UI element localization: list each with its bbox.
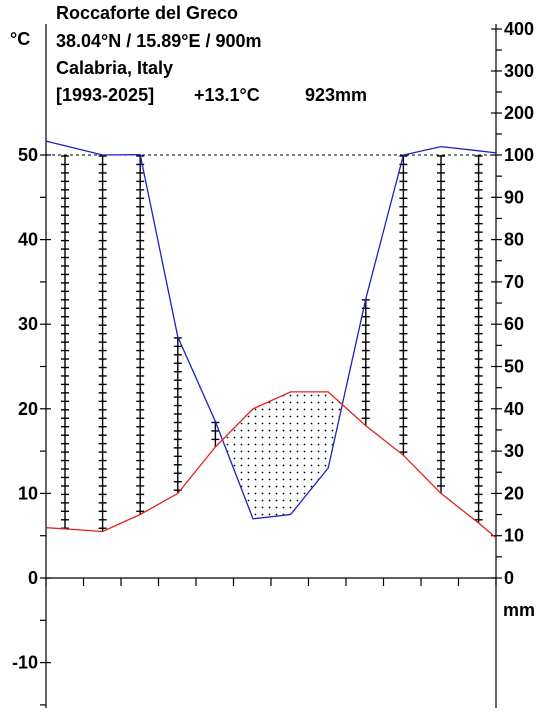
dry-period-area xyxy=(222,391,342,519)
humid-hatch-month-5 xyxy=(211,421,220,447)
humid-hatch-month-4 xyxy=(173,336,182,494)
station-name: Roccaforte del Greco xyxy=(56,3,239,23)
temperature-tick-label: -10 xyxy=(12,653,38,673)
temperature-tick-label: 20 xyxy=(18,399,38,419)
precipitation-tick-label: 300 xyxy=(504,61,534,81)
humid-hatch-month-9 xyxy=(361,298,370,426)
humid-period-hatching xyxy=(61,155,483,532)
temperature-line xyxy=(45,391,497,539)
precipitation-unit-label: mm xyxy=(503,600,536,620)
precipitation-tick-label: 50 xyxy=(504,357,524,377)
precipitation-tick-label: 0 xyxy=(504,568,514,588)
station-region: Calabria, Italy xyxy=(56,58,174,78)
axes xyxy=(40,24,502,708)
precipitation-tick-label: 200 xyxy=(504,103,534,123)
humid-hatch-month-11 xyxy=(437,155,445,494)
precipitation-tick-label: 60 xyxy=(504,314,524,334)
mean-temperature-label: +13.1°C xyxy=(194,85,260,105)
precipitation-tick-label: 100 xyxy=(504,145,534,165)
period-label: [1993-2025] xyxy=(56,85,155,105)
station-coordinates: 38.04°N / 15.89°E / 900m xyxy=(56,31,262,51)
precipitation-tick-label: 30 xyxy=(504,441,524,461)
precipitation-tick-label: 80 xyxy=(504,230,524,250)
precipitation-tick-label: 10 xyxy=(504,526,524,546)
precipitation-tick-label: 400 xyxy=(504,19,534,39)
humid-hatch-month-3 xyxy=(136,155,145,515)
temperature-tick-label: 50 xyxy=(18,145,38,165)
humid-hatch-month-2 xyxy=(98,155,107,532)
precipitation-tick-label: 90 xyxy=(504,187,524,207)
humid-hatch-month-10 xyxy=(399,155,408,456)
data-lines xyxy=(45,140,497,539)
temperature-tick-label: 10 xyxy=(18,483,38,503)
temperature-tick-label: 30 xyxy=(18,314,38,334)
temperature-tick-label: 0 xyxy=(28,568,38,588)
humid-hatch-month-12 xyxy=(474,155,483,524)
dry-period-dots-0 xyxy=(222,391,342,519)
precipitation-tick-label: 20 xyxy=(504,483,524,503)
station-summary: [1993-2025] +13.1°C 923mm xyxy=(56,85,367,165)
tick-labels: -10 0 10 20 30 40 50 0 10 20 30 40 50 60 70 80 90 100 200 3… xyxy=(12,19,534,673)
temperature-unit-label: °C xyxy=(10,29,31,49)
temperature-tick-label: 40 xyxy=(18,230,38,250)
precipitation-tick-label: 40 xyxy=(504,399,524,419)
precipitation-tick-label: 70 xyxy=(504,272,524,292)
humid-hatch-month-1 xyxy=(61,155,69,529)
annual-precipitation-label: 923mm xyxy=(305,85,368,105)
precipitation-line xyxy=(45,140,497,520)
